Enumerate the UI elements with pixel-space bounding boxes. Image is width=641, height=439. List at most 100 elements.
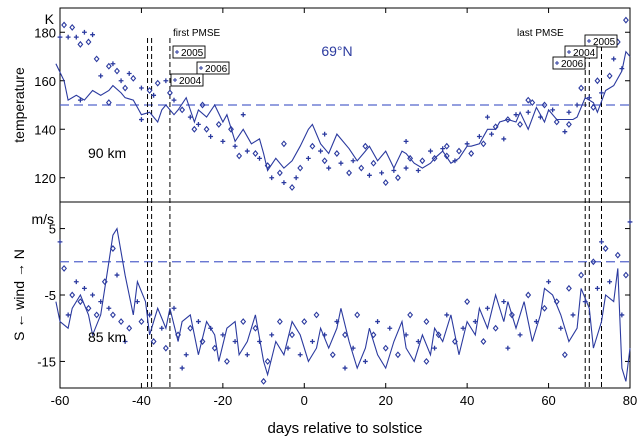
wind-point-plus: [269, 332, 275, 338]
temperature-point-diamond: [594, 77, 601, 85]
wind-point-plus: [558, 325, 564, 331]
x-tick-label: 60: [541, 393, 555, 408]
temperature-point-diamond: [566, 120, 572, 128]
temperature-point-plus: [281, 180, 287, 185]
wind-point-diamond: [435, 331, 442, 339]
wind-point-diamond: [480, 338, 487, 345]
temperature-point-plus: [599, 90, 604, 96]
latitude-label: 69°N: [321, 43, 352, 59]
wind-point-plus: [208, 325, 214, 331]
wind-point-plus: [310, 339, 315, 344]
wind-point-plus: [595, 285, 600, 291]
temperature-point-plus: [538, 114, 543, 120]
temperature-y-tick-label: 140: [34, 122, 56, 137]
wind-point-plus: [65, 312, 71, 318]
wind-point-plus: [122, 339, 128, 344]
wind-point-plus: [134, 299, 140, 305]
wind-point-diamond: [110, 245, 116, 252]
temperature-point-plus: [65, 34, 71, 40]
wind-point-plus: [472, 319, 478, 324]
temperature-point-plus: [244, 148, 250, 154]
temperature-point-diamond: [281, 140, 287, 148]
temperature-point-plus: [428, 148, 433, 154]
temperature-unit: K: [45, 11, 55, 27]
wind-point-diamond: [118, 318, 124, 326]
x-tick-label: -40: [132, 393, 151, 408]
wind-point-diamond: [93, 311, 100, 319]
plot-frame: [59, 7, 631, 389]
temperature-point-plus: [391, 168, 397, 173]
wind-point-diamond: [313, 311, 320, 319]
wind-point-plus: [517, 332, 523, 338]
wind-point-diamond: [289, 331, 295, 339]
wind-point-plus: [432, 345, 437, 351]
temperature-point-diamond: [154, 79, 161, 87]
wind-point-diamond: [187, 324, 194, 332]
temperature-y-tick-label: 180: [34, 25, 56, 40]
temperature-point-plus: [619, 66, 625, 72]
pmse-first-year-box: [172, 45, 206, 59]
pmse-first-year-label: 2006: [205, 64, 228, 75]
temperature-point-plus: [82, 29, 87, 35]
temperature-point-plus: [73, 34, 79, 40]
wind-point-plus: [179, 365, 185, 371]
wind-point-plus: [607, 279, 613, 285]
temperature-point-diamond: [215, 120, 222, 128]
wind-point-diamond: [77, 298, 84, 306]
temperature-point-diamond: [203, 125, 210, 133]
temperature-point-diamond: [333, 150, 340, 157]
temperature-point-diamond: [93, 55, 100, 63]
wind-point-plus: [342, 365, 348, 371]
temperature-point-diamond: [114, 67, 120, 75]
temperature-point-plus: [57, 34, 63, 40]
temperature-point-plus: [338, 160, 344, 166]
temperature-point-plus: [77, 97, 83, 103]
temperature-point-diamond: [61, 21, 67, 29]
temperature-point-diamond: [623, 16, 629, 24]
temperature-point-plus: [293, 175, 299, 181]
wind-point-diamond: [407, 311, 414, 319]
wind-y-tick-label: -15: [37, 354, 56, 369]
wind-point-plus: [57, 239, 63, 245]
wind-point-plus: [387, 325, 393, 331]
pmse-last-year-label: 2005: [593, 37, 616, 48]
temperature-point-plus: [489, 131, 494, 137]
pmse-first-year-box: [170, 73, 204, 87]
wind-point-plus: [82, 285, 87, 291]
temperature-point-diamond: [395, 174, 401, 182]
first-pmse-label: first PMSE: [173, 28, 221, 39]
pmse-last-year-label: 2006: [561, 59, 584, 70]
wind-point-diamond: [162, 344, 169, 352]
wind-point-diamond: [509, 311, 515, 319]
wind-point-plus: [570, 312, 576, 318]
temperature-point-diamond: [541, 101, 548, 109]
wind-point-plus: [106, 305, 112, 311]
temperature-point-diamond: [504, 116, 511, 124]
pmse-last-year-box: [584, 34, 618, 48]
wind-point-diamond: [464, 298, 471, 306]
temperature-point-diamond: [431, 154, 438, 162]
x-tick-label: -20: [213, 393, 232, 408]
temperature-point-diamond: [525, 96, 532, 104]
temperature-point-diamond: [77, 40, 84, 48]
wind-point-diamond: [423, 318, 430, 326]
wind-point-diamond: [541, 304, 548, 312]
wind-point-plus: [485, 305, 490, 311]
wind-point-plus: [627, 219, 633, 225]
temperature-point-diamond: [578, 84, 585, 92]
wind-point-plus: [460, 325, 466, 331]
temperature-point-plus: [187, 114, 193, 120]
x-tick-label: 0: [301, 393, 308, 408]
wind-point-plus: [415, 339, 421, 344]
pmse-last-year-marker: [587, 39, 591, 43]
temperature-point-diamond: [358, 164, 365, 172]
temperature-point-diamond: [264, 162, 271, 170]
temperature-point-plus: [586, 95, 592, 101]
wind-point-diamond: [101, 278, 108, 286]
wind-point-plus: [350, 345, 356, 351]
temperature-point-diamond: [468, 150, 475, 157]
wind-point-diamond: [553, 298, 560, 306]
wind-point-diamond: [492, 324, 499, 332]
temperature-point-plus: [318, 148, 323, 154]
temperature-point-plus: [562, 129, 568, 135]
